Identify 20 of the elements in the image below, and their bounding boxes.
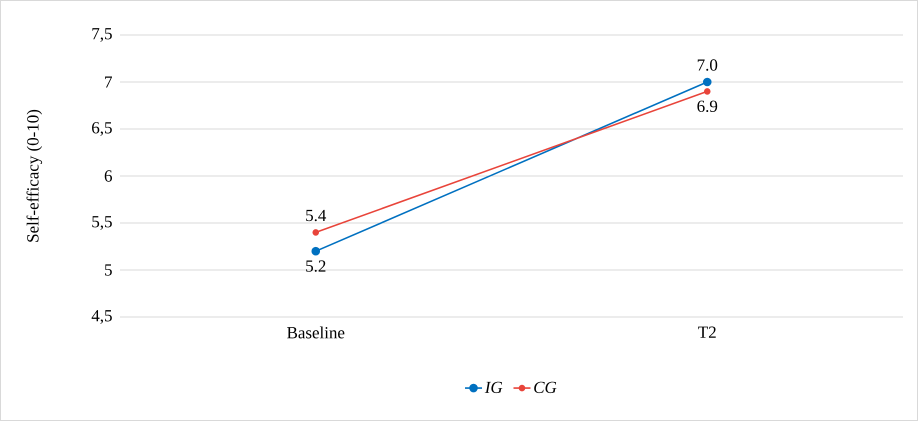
- point: [702, 78, 712, 86]
- data-label: 5.4: [306, 210, 326, 222]
- data-label: 5.2: [306, 260, 326, 272]
- y-tick-label: 7: [105, 76, 112, 88]
- legend-label: IG: [484, 382, 502, 394]
- y-axis-title: Self-efficacy (0-10): [26, 110, 42, 242]
- y-tick-label: 6: [104, 170, 112, 182]
- x-tick-label: T2: [698, 326, 716, 338]
- data-label: 7.0: [698, 59, 718, 71]
- y-tick-label: 6,5: [92, 122, 112, 136]
- y-tick-label: 5,5: [92, 216, 112, 230]
- y-tick-label: 4,5: [92, 310, 112, 324]
- y-tick-label: 5: [105, 264, 112, 276]
- legend-label: CG: [534, 382, 556, 394]
- data-label: 6.9: [697, 100, 718, 112]
- point: [704, 88, 711, 95]
- point: [311, 246, 320, 256]
- x-tick-label: Baseline: [287, 326, 344, 338]
- y-tick-label: 7,5: [92, 28, 112, 42]
- point: [312, 229, 320, 236]
